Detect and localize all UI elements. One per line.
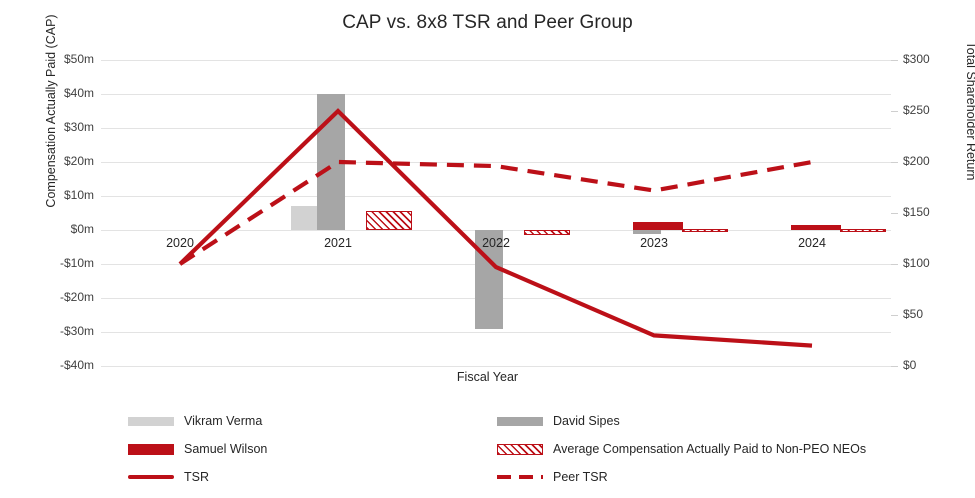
x-axis-tick-label: 2023 — [640, 236, 668, 250]
legend-label: David Sipes — [553, 414, 620, 428]
y-axis-left-tick-label: -$40m — [59, 358, 94, 372]
y-axis-left-tick-label: -$20m — [59, 290, 94, 304]
gridline — [101, 366, 891, 367]
y-axis-left-tick-label: $20m — [63, 154, 94, 168]
y-axis-right-tick-mark — [891, 162, 898, 163]
bar-vikram-verma[interactable] — [291, 206, 317, 230]
gridline — [101, 162, 891, 163]
chart-title: CAP vs. 8x8 TSR and Peer Group — [342, 12, 633, 33]
legend-swatch-bar-red — [128, 443, 174, 455]
line-tsr[interactable] — [178, 108, 813, 348]
x-axis-title: Fiscal Year — [456, 370, 519, 384]
legend-item-tsr[interactable]: TSR — [128, 470, 209, 484]
y-axis-right-tick-mark — [891, 60, 898, 61]
gridline — [101, 332, 891, 333]
x-axis-tick-label: 2020 — [166, 236, 194, 250]
gridline — [101, 94, 891, 95]
legend-label: Peer TSR — [553, 470, 608, 484]
y-axis-right-tick-mark — [891, 213, 898, 214]
y-axis-left-tick-label: -$10m — [59, 256, 94, 270]
bar-average-compensation-actually-paid-to-non-peo-neos[interactable] — [366, 211, 412, 230]
legend-item-vikram-verma[interactable]: Vikram Verma — [128, 414, 262, 428]
gridline — [101, 196, 891, 197]
y-axis-left-tick-label: $0m — [70, 222, 94, 236]
y-axis-left-tick-label: $50m — [63, 52, 94, 66]
y-axis-right-tick-mark — [891, 366, 898, 367]
legend-item-samuel-wilson[interactable]: Samuel Wilson — [128, 442, 267, 456]
legend-swatch-line-solid-red — [128, 475, 174, 479]
lines-layer — [178, 108, 813, 348]
y-axis-right-tick-label: $150 — [903, 205, 930, 219]
legend-item-peer-tsr[interactable]: Peer TSR — [497, 470, 608, 484]
legend-label: Average Compensation Actually Paid to No… — [553, 442, 867, 456]
y-axis-right-tick-label: $300 — [903, 52, 930, 66]
x-axis-tick-label: 2022 — [482, 236, 510, 250]
legend-item-david-sipes[interactable]: David Sipes — [497, 414, 620, 428]
legend-label: Vikram Verma — [184, 414, 263, 428]
y-axis-left-tick-label: $40m — [63, 86, 94, 100]
y-axis-right-tick-mark — [891, 315, 898, 316]
y-axis-left-tick-label: $10m — [63, 188, 94, 202]
y-axis-right-tick-mark — [891, 264, 898, 265]
y-axis-right-tick-mark — [891, 111, 898, 112]
gridline — [101, 128, 891, 129]
legend-label: Samuel Wilson — [184, 442, 268, 456]
bar-average-compensation-actually-paid-to-non-peo-neos[interactable] — [682, 228, 728, 232]
legend-swatch-bar-hatched-red — [497, 443, 543, 455]
y-axis-left-tick-label: -$30m — [59, 324, 94, 338]
x-axis-tick-label: 2021 — [324, 236, 352, 250]
legend-swatch-line-dashed-red — [497, 475, 543, 479]
bar-david-sipes[interactable] — [475, 230, 503, 329]
bar-average-compensation-actually-paid-to-non-peo-neos[interactable] — [524, 230, 570, 236]
x-axis-tick-label: 2024 — [798, 236, 826, 250]
bar-david-sipes[interactable] — [633, 230, 661, 235]
y-axis-right-tick-label: $100 — [903, 256, 930, 270]
legend-swatch-bar-light-gray — [128, 416, 174, 426]
bar-samuel-wilson[interactable] — [791, 224, 841, 230]
bar-average-compensation-actually-paid-to-non-peo-neos[interactable] — [840, 228, 886, 232]
bar-samuel-wilson[interactable] — [633, 221, 683, 230]
legend-swatch-bar-dark-gray — [497, 416, 543, 426]
y-axis-right-tick-label: $200 — [903, 154, 930, 168]
chart-legend: Vikram Verma David Sipes Samuel Wilson A… — [0, 408, 975, 494]
gridline — [101, 60, 891, 61]
plot-area — [101, 60, 891, 367]
y-axis-right-tick-label: $0 — [903, 358, 917, 372]
y-axis-right-tick-label: $50 — [903, 307, 924, 321]
legend-item-non-peo-neos[interactable]: Average Compensation Actually Paid to No… — [497, 442, 866, 456]
y-axis-right-tick-label: $250 — [903, 103, 930, 117]
legend-label: TSR — [184, 470, 209, 484]
y-axis-left-tick-label: $30m — [63, 120, 94, 134]
